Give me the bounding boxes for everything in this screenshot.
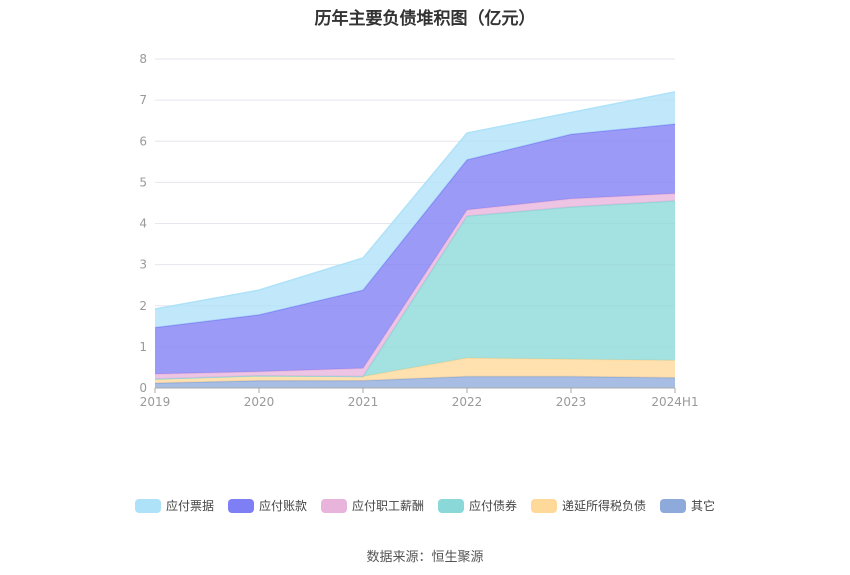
legend-swatch: [438, 498, 464, 513]
legend-item[interactable]: 应付职工薪酬: [320, 497, 424, 514]
x-tick-label: 2020: [244, 395, 275, 409]
stacked-areas: [154, 91, 676, 388]
legend-label: 应付票据: [165, 499, 214, 513]
y-tick-label: 5: [139, 175, 147, 189]
chart-title: 历年主要负债堆积图（亿元）: [314, 9, 536, 29]
legend-item[interactable]: 应付账款: [227, 497, 307, 514]
source-note: 数据来源：恒生聚源: [366, 550, 484, 565]
legend-label: 递延所得税负债: [562, 499, 647, 513]
y-tick-label: 8: [139, 52, 147, 66]
legend-label: 应付职工薪酬: [351, 499, 424, 513]
legend-item[interactable]: 其它: [660, 497, 715, 514]
y-tick-label: 4: [139, 217, 147, 231]
x-tick-label: 2021: [348, 395, 379, 409]
area-series-递延所得税负债: [155, 358, 675, 384]
legend-swatch: [320, 498, 347, 513]
legend-item[interactable]: 应付票据: [134, 497, 214, 514]
legend: 应付票据 应付账款 应付职工薪酬 应付债券 递延所得税负债 其它: [0, 497, 850, 514]
y-tick-label: 7: [139, 93, 147, 107]
y-tick-label: 3: [139, 258, 147, 272]
x-tick-label: 2019: [140, 395, 171, 409]
legend-swatch: [660, 498, 687, 513]
legend-item[interactable]: 应付债券: [438, 497, 517, 514]
x-tick-label: 2023: [556, 395, 587, 409]
x-tick-label: 2022: [452, 395, 483, 409]
y-tick-label: 0: [139, 381, 147, 395]
x-tick-label: 2024H1: [651, 395, 698, 409]
y-tick-label: 6: [139, 134, 147, 148]
y-tick-label: 2: [139, 299, 147, 313]
legend-item[interactable]: 递延所得税负债: [531, 497, 646, 514]
legend-label: 应付账款: [258, 499, 307, 513]
axes: 0 1 2 3 4 5 6 7 8 2019 2020 2021 2022 2023 2024H1: [139, 52, 698, 409]
legend-swatch: [531, 498, 558, 513]
area-series-应付账款: [155, 124, 675, 374]
legend-swatch: [134, 498, 161, 513]
legend-label: 其它: [691, 499, 716, 513]
legend-swatch: [227, 498, 254, 513]
series-line-应付票据: [154, 91, 676, 310]
area-series-应付债券: [155, 200, 675, 379]
area-series-其它: [155, 376, 675, 388]
y-tick-label: 1: [139, 340, 147, 354]
legend-label: 应付债券: [469, 499, 518, 513]
area-series-应付票据: [155, 91, 675, 328]
